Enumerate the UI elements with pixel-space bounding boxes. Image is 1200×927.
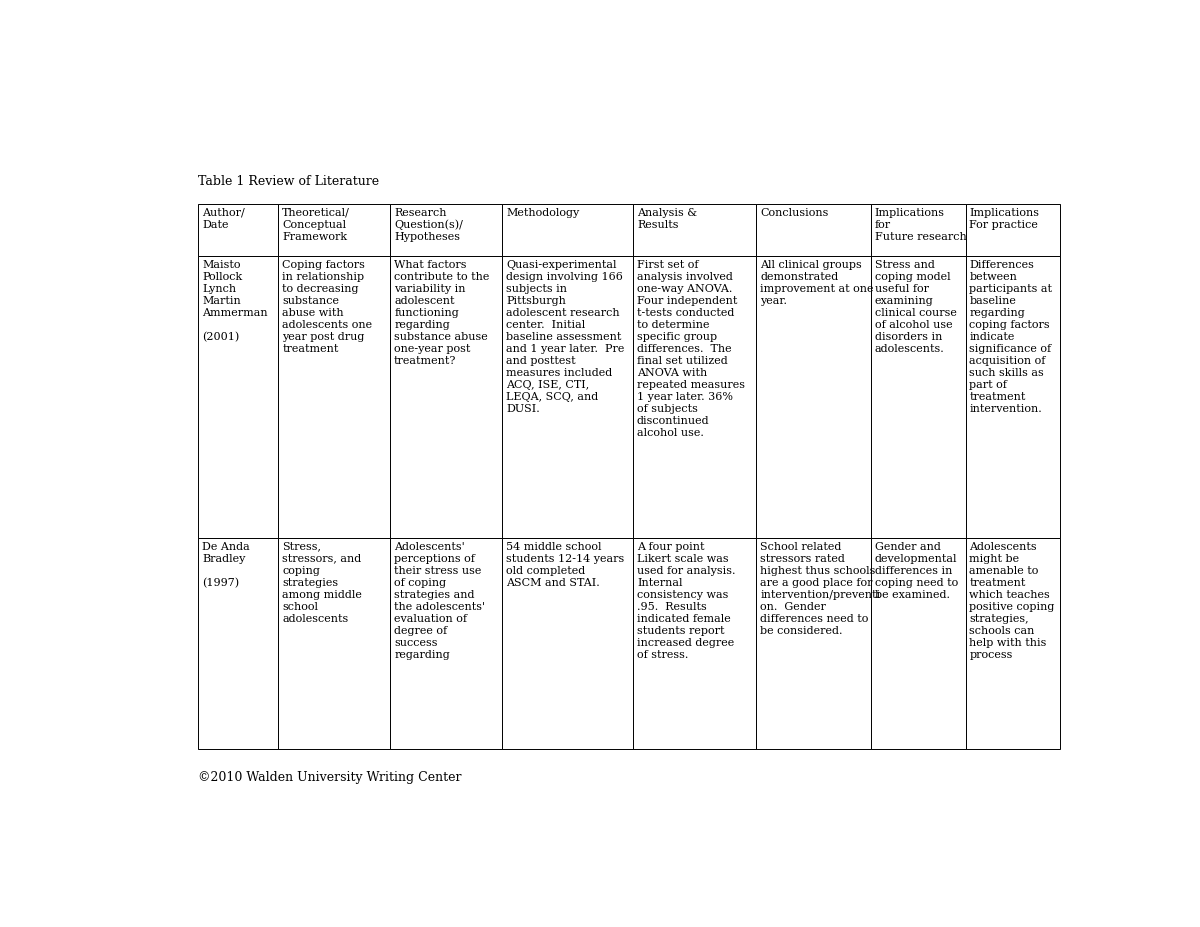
Bar [198, 538, 278, 749]
Text: Gender and
developmental
differences in
coping need to
be examined.: Gender and developmental differences in … [875, 541, 958, 600]
Bar [278, 204, 390, 256]
Text: School related
stressors rated
highest thus schools
are a good place for
interve: School related stressors rated highest t… [760, 541, 881, 636]
Bar [503, 204, 634, 256]
Bar [871, 538, 966, 749]
Bar [198, 256, 278, 538]
Text: All clinical groups
demonstrated
improvement at one
year.: All clinical groups demonstrated improve… [760, 260, 874, 306]
Bar [966, 204, 1060, 256]
Bar [390, 256, 503, 538]
Text: Adolescents
might be
amenable to
treatment
which teaches
positive coping
strateg: Adolescents might be amenable to treatme… [970, 541, 1055, 660]
Text: Implications
for
Future research: Implications for Future research [875, 208, 966, 242]
Text: Quasi-experimental
design involving 166
subjects in
Pittsburgh
adolescent resear: Quasi-experimental design involving 166 … [506, 260, 624, 413]
Text: Implications
For practice: Implications For practice [970, 208, 1039, 230]
Text: Conclusions: Conclusions [760, 208, 828, 218]
Text: A four point
Likert scale was
used for analysis.
Internal
consistency was
.95.  : A four point Likert scale was used for a… [637, 541, 736, 660]
Text: De Anda
Bradley

(1997): De Anda Bradley (1997) [202, 541, 250, 588]
Bar [503, 538, 634, 749]
Bar [756, 538, 871, 749]
Bar [198, 204, 278, 256]
Text: Differences
between
participants at
baseline
regarding
coping factors
indicate
s: Differences between participants at base… [970, 260, 1052, 413]
Bar [966, 538, 1060, 749]
Text: Methodology: Methodology [506, 208, 580, 218]
Bar [871, 204, 966, 256]
Bar [390, 204, 503, 256]
Bar [634, 256, 756, 538]
Text: Research
Question(s)/
Hypotheses: Research Question(s)/ Hypotheses [394, 208, 463, 242]
Text: Adolescents'
perceptions of
their stress use
of coping
strategies and
the adoles: Adolescents' perceptions of their stress… [394, 541, 485, 660]
Bar [503, 256, 634, 538]
Bar [390, 538, 503, 749]
Text: Author/
Date: Author/ Date [202, 208, 245, 230]
Bar [278, 256, 390, 538]
Text: Maisto
Pollock
Lynch
Martin
Ammerman

(2001): Maisto Pollock Lynch Martin Ammerman (20… [202, 260, 268, 342]
Text: 54 middle school
students 12-14 years
old completed
ASCM and STAI.: 54 middle school students 12-14 years ol… [506, 541, 624, 588]
Bar [634, 538, 756, 749]
Text: Stress and
coping model
useful for
examining
clinical course
of alcohol use
diso: Stress and coping model useful for exami… [875, 260, 956, 354]
Text: Theoretical/
Conceptual
Framework: Theoretical/ Conceptual Framework [282, 208, 350, 242]
Bar [756, 204, 871, 256]
Bar [634, 204, 756, 256]
Text: What factors
contribute to the
variability in
adolescent
functioning
regarding
s: What factors contribute to the variabili… [394, 260, 490, 366]
Bar [278, 538, 390, 749]
Text: Analysis &
Results: Analysis & Results [637, 208, 697, 230]
Text: First set of
analysis involved
one-way ANOVA.
Four independent
t-tests conducted: First set of analysis involved one-way A… [637, 260, 745, 438]
Text: Coping factors
in relationship
to decreasing
substance
abuse with
adolescents on: Coping factors in relationship to decrea… [282, 260, 372, 354]
Bar [756, 256, 871, 538]
Text: ©2010 Walden University Writing Center: ©2010 Walden University Writing Center [198, 771, 462, 784]
Text: Table 1 Review of Literature: Table 1 Review of Literature [198, 175, 379, 188]
Bar [871, 256, 966, 538]
Bar [966, 256, 1060, 538]
Text: Stress,
stressors, and
coping
strategies
among middle
school
adolescents: Stress, stressors, and coping strategies… [282, 541, 362, 624]
